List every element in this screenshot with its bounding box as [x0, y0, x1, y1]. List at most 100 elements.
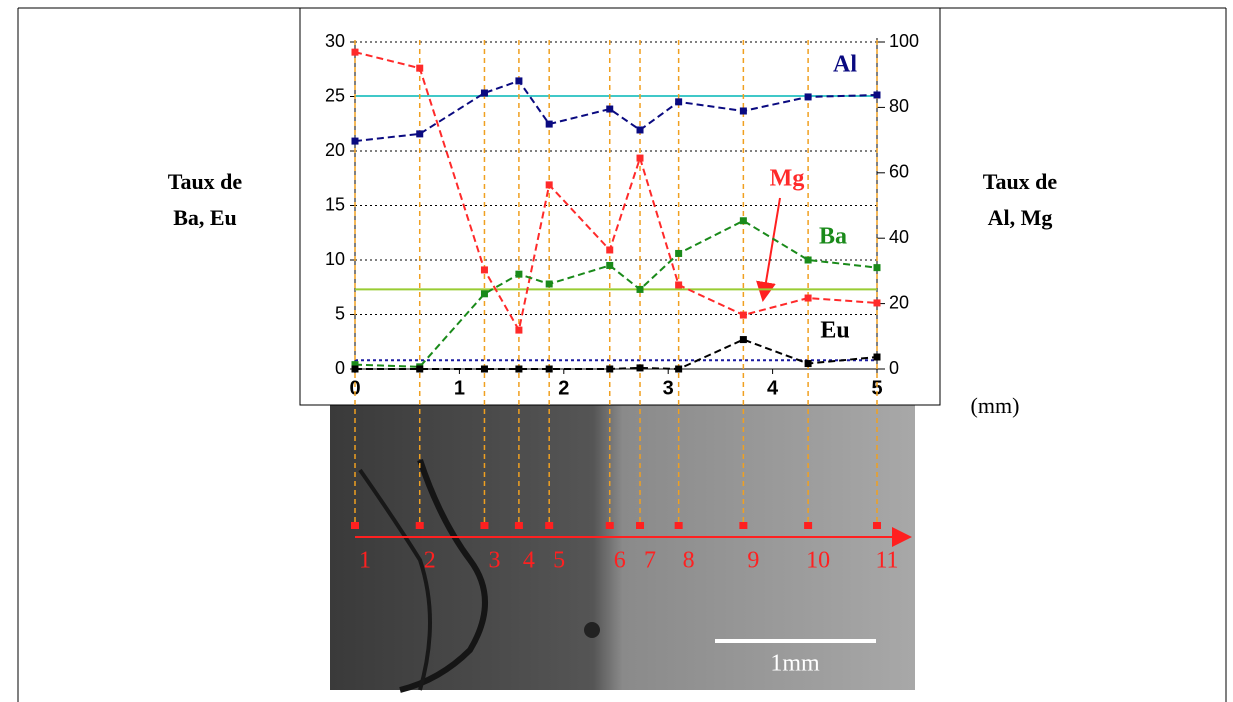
data-point [480, 266, 488, 274]
profile-point-label: 11 [875, 548, 898, 574]
x-tick-label: 3 [663, 377, 674, 399]
y-tick-label: 5 [335, 303, 345, 323]
x-axis-unit: (mm) [971, 393, 1020, 418]
profile-point [545, 522, 554, 529]
x-tick-label: 2 [558, 377, 569, 399]
y2-axis-label: Taux de [983, 169, 1058, 194]
series-label: Al [833, 52, 857, 78]
data-point [416, 365, 424, 373]
y-tick-label: 10 [325, 249, 345, 269]
profile-point-label: 2 [424, 548, 436, 574]
profile-point-label: 5 [553, 548, 565, 574]
profile-point [739, 522, 748, 529]
data-point [351, 361, 359, 369]
micrograph-image [330, 400, 915, 690]
profile-point [415, 522, 424, 529]
x-tick-label: 0 [349, 377, 360, 399]
data-point [480, 290, 488, 298]
series-label: Ba [819, 224, 847, 250]
data-point [636, 364, 644, 372]
data-point [804, 93, 812, 101]
y-tick-label: 15 [325, 194, 345, 214]
data-point [675, 249, 683, 257]
data-point [675, 365, 683, 373]
data-point [606, 246, 614, 254]
data-point [351, 137, 359, 145]
data-point [739, 336, 747, 344]
data-point [804, 360, 812, 368]
profile-point [514, 522, 523, 529]
y-axis-label: Ba, Eu [173, 205, 237, 230]
data-point [515, 270, 523, 278]
crack [358, 468, 432, 691]
y-tick-label: 0 [335, 358, 345, 378]
data-point [351, 48, 359, 56]
series-label: Eu [820, 318, 849, 344]
data-point [739, 107, 747, 115]
y2-axis-label: Al, Mg [988, 205, 1053, 230]
data-point [873, 353, 881, 361]
data-point [873, 264, 881, 272]
data-point [545, 365, 553, 373]
data-point [804, 294, 812, 302]
profile-point-label: 9 [747, 548, 759, 574]
data-point [636, 126, 644, 134]
profile-point-label: 7 [644, 548, 656, 574]
data-point [739, 217, 747, 225]
series-label: Mg [770, 166, 805, 192]
data-point [545, 280, 553, 288]
data-point [545, 181, 553, 189]
x-tick-label: 5 [871, 377, 882, 399]
series-line [354, 79, 878, 143]
data-point [675, 98, 683, 106]
x-tick-label: 4 [767, 377, 779, 399]
data-point [416, 130, 424, 138]
data-point [480, 365, 488, 373]
y2-tick-label: 80 [889, 96, 909, 116]
profile-point [351, 522, 359, 529]
profile-point-label: 8 [683, 548, 695, 574]
data-point [515, 326, 523, 334]
data-point [739, 311, 747, 319]
y2-tick-label: 0 [889, 358, 899, 378]
profile-point [873, 522, 881, 529]
data-point [804, 256, 812, 264]
y2-tick-label: 60 [889, 162, 909, 182]
x-tick-label: 1 [454, 377, 465, 399]
profile-point [605, 522, 614, 529]
data-point [606, 105, 614, 113]
data-point [351, 365, 359, 373]
profile-point-label: 3 [488, 548, 500, 574]
data-point [515, 365, 523, 373]
y-tick-label: 30 [325, 31, 345, 51]
pore [584, 622, 600, 638]
profile-point [674, 522, 683, 529]
profile-point [804, 522, 813, 529]
profile-point [636, 522, 645, 529]
profile-point-label: 1 [359, 548, 371, 574]
y2-tick-label: 20 [889, 292, 909, 312]
data-point [545, 120, 553, 128]
profile-point-label: 10 [806, 548, 830, 574]
y2-tick-label: 100 [889, 31, 919, 51]
profile-point [480, 522, 489, 529]
profile-point-label: 4 [523, 548, 535, 574]
profile-point-label: 6 [614, 548, 626, 574]
y-tick-label: 20 [325, 140, 345, 160]
y-tick-label: 25 [325, 85, 345, 105]
scale-bar-label: 1mm [770, 651, 820, 677]
mg-pointer [756, 197, 781, 302]
micrograph: 1mm 1 2 3 4 5 6 7 8 9 10 11 [330, 400, 915, 693]
data-point [873, 91, 881, 99]
data-point [416, 64, 424, 72]
data-point [675, 281, 683, 289]
data-point [515, 77, 523, 85]
y-axis-label: Taux de [168, 169, 243, 194]
y2-tick-label: 40 [889, 227, 909, 247]
data-point [636, 154, 644, 162]
data-point [606, 365, 614, 373]
data-point [480, 89, 488, 97]
data-point [606, 261, 614, 269]
data-point [636, 285, 644, 293]
